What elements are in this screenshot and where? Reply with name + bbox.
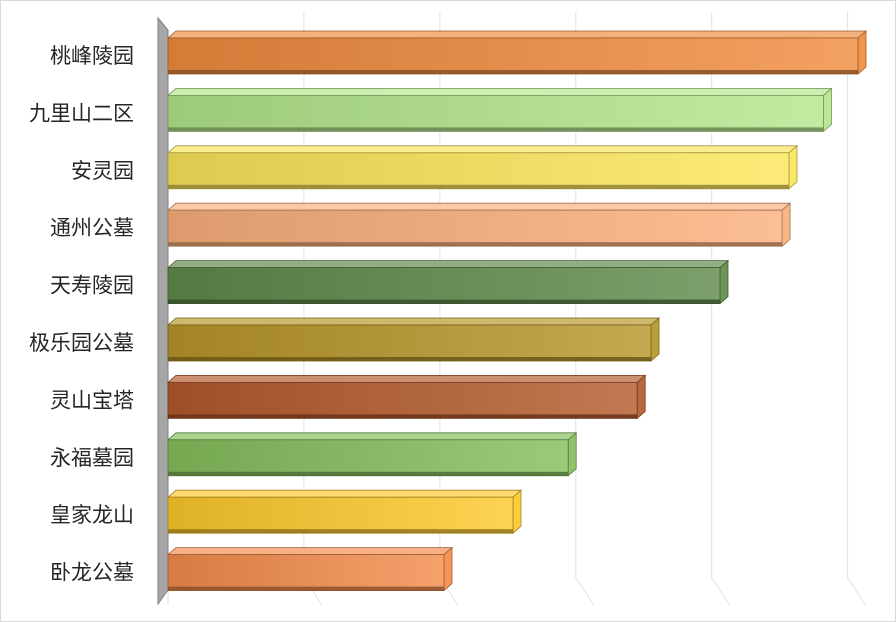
gridlines (167, 12, 867, 606)
bar-6 (166, 317, 661, 362)
bar-front-face (167, 496, 514, 534)
category-label: 卧龙公墓 (50, 561, 134, 585)
bar-bottom-edge (168, 471, 569, 476)
bar-5 (166, 259, 730, 305)
bar-front-face (167, 439, 569, 477)
gridline (711, 12, 731, 606)
bar-3 (166, 144, 799, 190)
bar-end-face (719, 259, 729, 305)
bar-end-face (567, 431, 577, 477)
bar-end-face (857, 30, 867, 75)
bar-top-face (166, 547, 454, 555)
bar-bottom-edge (168, 529, 513, 534)
bar-end-face (781, 202, 791, 248)
bars (166, 30, 868, 592)
bar-front-face (167, 37, 859, 75)
bar-bottom-edge (168, 586, 444, 591)
bar-end-face (650, 317, 660, 362)
bar-8 (166, 431, 578, 477)
bar-4 (166, 202, 792, 248)
bar-front-face (167, 267, 721, 305)
bar-top-face (166, 489, 523, 498)
bar-end-face (823, 87, 832, 133)
bar-2 (166, 87, 833, 133)
bar-front-face (167, 554, 445, 591)
bar-bottom-edge (168, 299, 720, 304)
category-label: 安灵园 (71, 159, 134, 183)
left-wall (157, 16, 169, 606)
bar-bottom-edge (168, 184, 789, 189)
bar-bottom-edge (168, 414, 638, 419)
bar-top-face (166, 88, 833, 96)
category-label: 九里山二区 (29, 101, 134, 125)
bar-top-face (166, 432, 578, 441)
bar-top-face (166, 202, 792, 211)
category-label: 皇家龙山 (50, 503, 134, 527)
category-label: 灵山宝塔 (50, 388, 134, 412)
bar-end-face (443, 546, 453, 592)
category-label: 极乐园公墓 (29, 331, 134, 355)
category-label: 永福墓园 (50, 446, 134, 470)
bar-7 (166, 374, 647, 420)
bar-top-face (166, 30, 868, 39)
category-label: 天寿陵园 (50, 274, 134, 298)
bar-front-face (167, 152, 790, 190)
bar-9 (166, 489, 523, 535)
bar-1 (166, 30, 868, 75)
bar-front-face (167, 95, 824, 132)
bar-bottom-edge (168, 127, 824, 132)
category-label: 桃峰陵园 (50, 44, 134, 68)
bar-front-face (167, 381, 638, 419)
bar-top-face (166, 317, 661, 326)
gridline (847, 12, 867, 606)
bar-top-face (166, 260, 730, 269)
axis-wall (157, 16, 169, 606)
bar-front-face (167, 324, 652, 362)
bar-end-face (636, 374, 646, 420)
bar-bottom-edge (168, 357, 651, 361)
bar-10 (166, 546, 454, 592)
bar-front-face (167, 209, 783, 247)
bar-bottom-edge (168, 70, 858, 74)
gridline (575, 12, 595, 606)
bar-end-face (788, 144, 798, 190)
bar-end-face (512, 489, 522, 535)
bar-bottom-edge (168, 242, 783, 247)
bar-top-face (166, 145, 799, 154)
category-labels: 桃峰陵园九里山二区安灵园通州公墓天寿陵园极乐园公墓灵山宝塔永福墓园皇家龙山卧龙公… (29, 44, 134, 585)
bar-top-face (166, 374, 647, 383)
category-label: 通州公墓 (50, 216, 134, 240)
